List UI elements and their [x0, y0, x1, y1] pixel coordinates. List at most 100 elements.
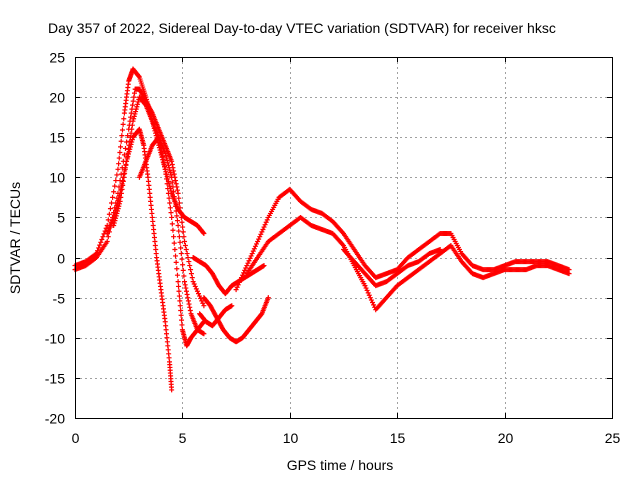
grid-lines	[75, 57, 612, 418]
data-point	[114, 172, 120, 178]
data-point	[119, 186, 125, 192]
data-point	[171, 171, 177, 177]
data-point	[120, 121, 126, 127]
data-point	[112, 183, 118, 189]
data-point	[173, 208, 179, 214]
data-point	[365, 290, 371, 296]
data-point	[200, 300, 206, 306]
data-point	[189, 275, 195, 281]
data-point	[167, 167, 173, 173]
data-point	[164, 176, 170, 182]
data-point	[182, 282, 188, 288]
data-point	[121, 116, 127, 122]
data-point	[173, 203, 179, 209]
data-point	[115, 208, 121, 214]
data-point	[247, 255, 253, 261]
data-point	[252, 243, 258, 249]
data-point	[169, 387, 175, 393]
y-tick-label: 15	[49, 130, 65, 146]
data-point	[169, 161, 175, 167]
data-point	[183, 285, 189, 291]
data-point	[366, 292, 372, 298]
y-axis-ticks: -20 -15 -10 -5 0 5 10 15 20 25	[45, 50, 612, 427]
data-point	[171, 189, 177, 195]
y-tick-label: 0	[57, 251, 65, 267]
data-point	[167, 170, 173, 176]
data-point	[193, 286, 199, 292]
data-point	[181, 234, 187, 240]
data-point	[131, 94, 137, 100]
data-point	[170, 227, 176, 233]
data-point	[255, 239, 261, 245]
data-point	[173, 253, 179, 259]
data-point	[96, 245, 102, 251]
data-point	[182, 279, 188, 285]
data-point	[201, 331, 207, 337]
data-point	[104, 239, 110, 245]
data-point	[178, 308, 184, 314]
data-point	[163, 153, 169, 159]
data-point	[369, 299, 375, 305]
x-tick-label: 0	[72, 430, 80, 446]
data-point	[176, 234, 182, 240]
data-point	[183, 247, 189, 253]
data-point	[180, 229, 186, 235]
data-point	[168, 188, 174, 194]
data-point	[165, 160, 171, 166]
data-point	[175, 222, 181, 228]
data-point	[133, 106, 139, 112]
data-point	[179, 317, 185, 323]
data-point	[164, 181, 170, 187]
data-point	[117, 198, 123, 204]
data-point	[169, 158, 175, 164]
data-point	[112, 218, 118, 224]
data-point	[364, 287, 370, 293]
data-point	[371, 302, 377, 308]
data-point	[200, 230, 206, 236]
data-point	[117, 149, 123, 155]
data-point	[176, 288, 182, 294]
data-point	[131, 113, 137, 119]
data-point	[170, 184, 176, 190]
y-tick-label: -15	[45, 371, 65, 387]
data-point	[262, 222, 268, 228]
data-point	[118, 144, 124, 150]
data-point	[178, 251, 184, 257]
data-point	[162, 166, 168, 172]
data-point	[185, 295, 191, 301]
data-point	[363, 285, 369, 291]
data-point	[185, 298, 191, 304]
y-tick-label: -20	[45, 411, 65, 427]
data-point	[166, 165, 172, 171]
data-point	[187, 304, 193, 310]
data-point	[261, 263, 267, 269]
y-axis-label: SDTVAR / TECUs	[7, 182, 23, 294]
data-point	[176, 228, 182, 234]
data-point	[125, 150, 131, 156]
data-point	[182, 239, 188, 245]
data-point	[201, 303, 207, 309]
data-point	[186, 259, 192, 265]
data-point	[114, 210, 120, 216]
data-point	[169, 179, 175, 185]
data-point	[162, 150, 168, 156]
data-point	[135, 99, 141, 105]
data-point	[260, 226, 266, 232]
data-point	[105, 234, 111, 240]
data-point	[179, 322, 185, 328]
data-point	[368, 297, 374, 303]
y-tick-label: -10	[45, 331, 65, 347]
data-point	[120, 182, 126, 188]
data-point	[171, 194, 177, 200]
data-point	[254, 241, 260, 247]
data-point	[173, 259, 179, 265]
data-point	[107, 206, 113, 212]
data-point	[125, 133, 131, 139]
data-point	[160, 153, 166, 159]
data-point	[115, 166, 121, 172]
data-point	[191, 281, 197, 287]
data-point	[176, 293, 182, 299]
data-point	[188, 271, 194, 277]
data-point	[122, 166, 128, 172]
data-point	[244, 263, 250, 269]
